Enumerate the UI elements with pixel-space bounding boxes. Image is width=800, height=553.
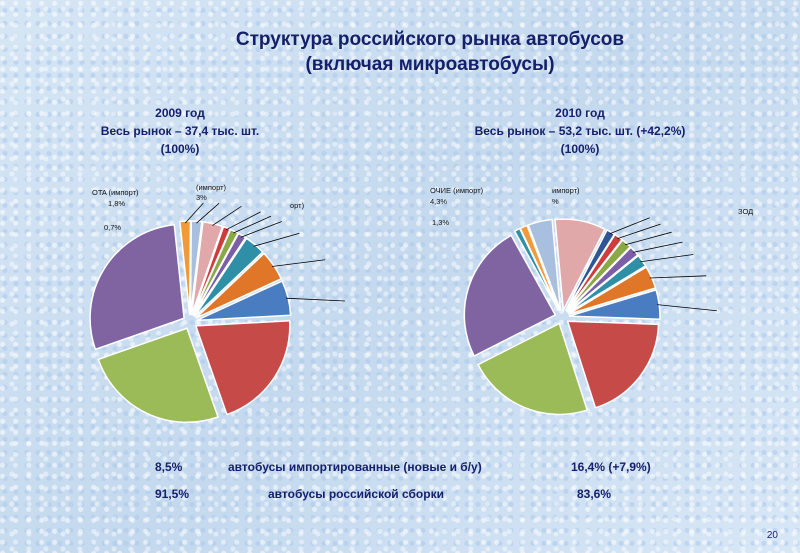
pie-0-leader-5 [240,221,282,238]
pie-0: OTA (импорт) 1,8% (импорт)3% орт) 0,7% [89,183,345,424]
chart-2009-heading: 2009 год Весь рынок – 37,4 тыс. шт. (100… [60,104,300,158]
pie-0-leader-0 [184,202,204,224]
pie-0-leader-1 [196,202,220,224]
pie-0-slice-5 [192,232,247,317]
pie-0-slice-8 [196,280,292,322]
pie-1-slice-13 [463,234,557,358]
pie-1-slice-3 [554,218,606,313]
page-title: Структура российского рынка автобусов (в… [150,27,710,77]
pie-0-leader-4 [233,215,272,234]
page-number: 20 [766,530,778,541]
pie-0-label-4: орт) [290,201,305,210]
chart-2010-market: Весь рынок – 53,2 тыс. шт. (+42,2%) [474,124,686,138]
pie-1-slice-12 [477,322,589,416]
pie-1-label-3: % [552,197,559,206]
pie-0-label-0: OTA (импорт) [92,188,139,197]
imported-label: автобусы импортированные (новые и б/у) [228,460,482,474]
pie-1-slice-1 [519,224,560,311]
pie-1-label-5: ЗОД [738,207,753,216]
chart-2009-share: (100%) [160,142,200,156]
pie-1-label-4: 1,3% [432,218,449,227]
pie-1-label-0: ОЧИЕ (импорт) [430,186,484,195]
title-line-2: (включая микроавтобусы) [305,54,555,75]
pie-1-label-2: импорт) [552,186,580,195]
pie-1-leader-4 [609,217,650,235]
pie-1-slice-7 [566,246,639,313]
pie-1: ОЧИЕ (импорт) 4,3% импорт)% 1,3% ЗОД [430,186,753,416]
pie-0-leader-2 [212,206,242,226]
imported-2010-share: 16,4% (+7,9%) [571,460,651,474]
pie-0-leader-3 [225,211,261,231]
pie-1-leader-5 [617,223,661,239]
pie-0-slice-6 [193,237,264,318]
chart-2009-year: 2009 год [155,106,205,120]
chart-2010-heading: 2010 год Весь рынок – 53,2 тыс. шт. (+42… [430,104,730,158]
imported-2009-share: 8,5% [155,460,183,474]
pie-0-slice-0 [179,220,192,316]
pie-0-label-2: (импорт) [196,183,227,192]
title-line-1: Структура российского рынка автобусов [235,29,625,50]
pie-0-slice-10 [97,327,220,424]
pie-1-slice-6 [566,238,632,313]
pie-1-leader-7 [632,241,683,253]
pie-1-leader-10 [657,304,717,312]
chart-2010-year: 2010 год [555,106,605,120]
pie-1-slice-2 [527,218,562,311]
pie-0-leader-7 [271,259,326,267]
chart-2009-market: Весь рынок – 37,4 тыс. шт. [100,124,260,138]
pie-0-slice-2 [190,221,224,316]
pie-0-leader-8 [286,297,345,302]
pie-1-slice-8 [567,254,647,314]
pie-0-leader-6 [253,232,300,247]
domestic-label: автобусы российской сборки [268,487,444,501]
pie-1-leader-9 [649,275,707,279]
pie-1-leader-8 [640,254,694,263]
domestic-2010-share: 83,6% [577,487,612,501]
pie-0-slice-7 [195,252,283,319]
pie-0-label-5: 0,7% [104,223,121,232]
domestic-2009-share: 91,5% [155,487,190,501]
pie-1-slice-10 [568,288,661,320]
pie-1-label-1: 4,3% [430,197,447,206]
pie-1-slice-11 [566,320,660,409]
pie-1-leader-6 [625,231,672,246]
pie-0-label-1: 1,8% [108,199,125,208]
pie-0-slice-11 [89,223,185,351]
pie-0-slice-1 [189,220,203,316]
pie-0-label-3: 3% [196,193,207,202]
chart-2010-share: (100%) [560,142,600,156]
pie-1-slice-9 [568,266,657,315]
pie-0-slice-9 [194,319,291,416]
